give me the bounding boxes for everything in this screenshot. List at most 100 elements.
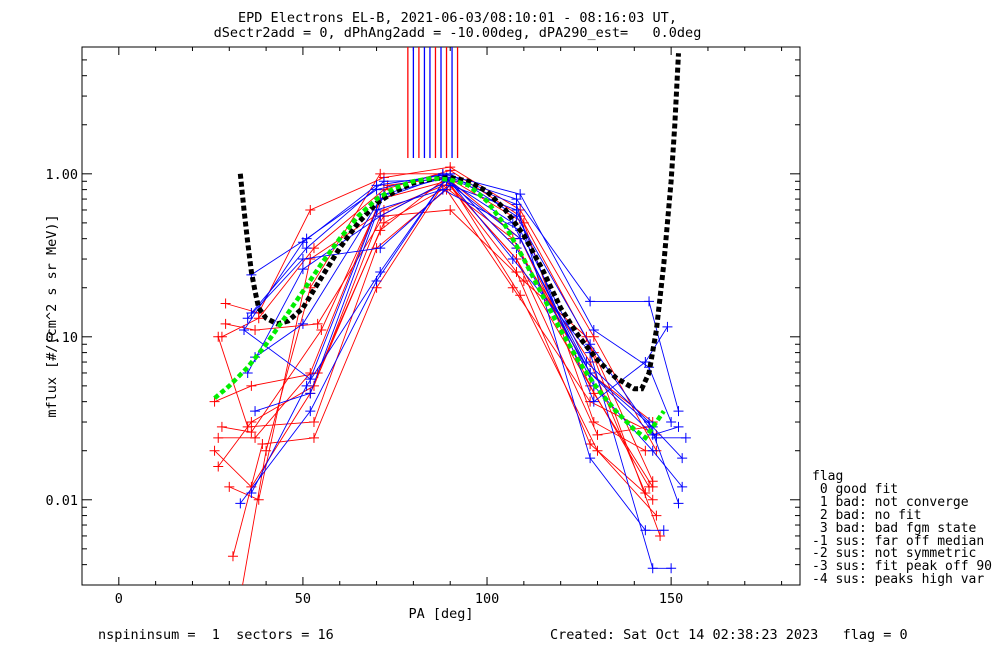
series-line bbox=[221, 169, 654, 482]
data-point bbox=[677, 453, 688, 464]
data-point bbox=[588, 396, 599, 407]
data-point bbox=[518, 275, 529, 286]
series-line bbox=[254, 176, 679, 436]
series-line bbox=[251, 179, 683, 488]
data-point bbox=[644, 296, 655, 307]
series-line bbox=[251, 173, 672, 423]
data-point bbox=[507, 282, 518, 293]
data-point bbox=[235, 498, 246, 509]
data-point bbox=[297, 254, 308, 265]
data-point bbox=[680, 432, 691, 443]
data-point bbox=[673, 421, 684, 432]
legend-item: 0 good fit bbox=[812, 481, 899, 497]
footer-spin-info: nspininsum = 1 sectors = 16 bbox=[98, 627, 334, 643]
data-point bbox=[220, 298, 231, 309]
x-tick-label: 150 bbox=[659, 591, 683, 607]
y-tick-label: 0.10 bbox=[45, 330, 78, 346]
series-line bbox=[247, 180, 683, 459]
series-line bbox=[254, 173, 686, 439]
data-point bbox=[242, 313, 253, 324]
data-point bbox=[297, 264, 308, 275]
data-point bbox=[213, 331, 224, 342]
fit-curve-black bbox=[237, 53, 681, 392]
data-point bbox=[507, 254, 518, 265]
data-point bbox=[213, 432, 224, 443]
data-point bbox=[250, 432, 261, 443]
x-tick-label: 50 bbox=[295, 591, 311, 607]
chart-title: EPD Electrons EL-B, 2021-06-03/08:10:01 … bbox=[238, 10, 677, 26]
data-point bbox=[209, 396, 220, 407]
data-point bbox=[216, 421, 227, 432]
data-point bbox=[250, 406, 261, 417]
data-point bbox=[301, 380, 312, 391]
x-tick-label: 0 bbox=[115, 591, 123, 607]
data-point bbox=[511, 204, 522, 215]
data-point bbox=[297, 318, 308, 329]
y-axis-label: mflux [#/(cm^2 s sr MeV)] bbox=[44, 214, 60, 417]
legend-item: 2 bad: no fit bbox=[812, 507, 922, 523]
data-point bbox=[647, 563, 658, 574]
data-point bbox=[673, 498, 684, 509]
data-point bbox=[224, 481, 235, 492]
data-point bbox=[239, 325, 250, 336]
data-point bbox=[644, 417, 655, 428]
data-point bbox=[305, 388, 316, 399]
data-point bbox=[585, 453, 596, 464]
data-point bbox=[647, 445, 658, 456]
flag-legend: flag 0 good fit 1 bad: not converge 2 ba… bbox=[812, 470, 992, 588]
data-point bbox=[301, 233, 312, 244]
data-point bbox=[585, 296, 596, 307]
data-point bbox=[662, 321, 673, 332]
data-point bbox=[647, 481, 658, 492]
footer-created-info: Created: Sat Oct 14 02:38:23 2023 flag =… bbox=[550, 627, 908, 643]
data-point bbox=[655, 530, 666, 541]
data-point bbox=[305, 204, 316, 215]
data-point bbox=[305, 374, 316, 385]
legend-item: -2 sus: not symmetric bbox=[812, 546, 977, 562]
data-point bbox=[305, 406, 316, 417]
data-point bbox=[220, 318, 231, 329]
data-point bbox=[445, 204, 456, 215]
data-point bbox=[308, 432, 319, 443]
data-point bbox=[246, 307, 257, 318]
series-line bbox=[250, 176, 664, 531]
series-line bbox=[214, 176, 657, 516]
data-point bbox=[213, 461, 224, 472]
legend-item: 1 bad: not converge bbox=[812, 494, 969, 510]
y-tick-label: 0.01 bbox=[45, 493, 78, 509]
series-line bbox=[221, 177, 654, 488]
series-line bbox=[247, 184, 668, 403]
data-point bbox=[227, 551, 238, 562]
data-point bbox=[375, 211, 386, 222]
data-point bbox=[253, 494, 264, 505]
data-point bbox=[651, 510, 662, 521]
data-point bbox=[588, 325, 599, 336]
data-point bbox=[658, 525, 669, 536]
legend-item: -1 sus: far off median bbox=[812, 533, 985, 549]
legend-item: -4 sus: peaks high var bbox=[812, 572, 985, 588]
data-point bbox=[673, 406, 684, 417]
data-point bbox=[647, 429, 658, 440]
data-point bbox=[250, 325, 261, 336]
x-axis-label: PA [deg] bbox=[408, 606, 473, 622]
data-point bbox=[640, 488, 651, 499]
data-point bbox=[375, 168, 386, 179]
data-point bbox=[378, 217, 389, 228]
data-point bbox=[375, 243, 386, 254]
series-line bbox=[225, 166, 657, 451]
data-point bbox=[312, 318, 323, 329]
data-point bbox=[592, 429, 603, 440]
legend-item: 3 bad: bad fgm state bbox=[812, 520, 977, 536]
data-point bbox=[666, 417, 677, 428]
data-point bbox=[585, 438, 596, 449]
data-point bbox=[301, 243, 312, 254]
data-point bbox=[371, 275, 382, 286]
data-point bbox=[371, 184, 382, 195]
data-point bbox=[209, 445, 220, 456]
series-line bbox=[239, 176, 672, 569]
y-tick-label: 1.00 bbox=[45, 167, 78, 183]
data-point bbox=[647, 494, 658, 505]
data-point bbox=[581, 331, 592, 342]
data-point bbox=[257, 438, 268, 449]
data-point bbox=[308, 417, 319, 428]
